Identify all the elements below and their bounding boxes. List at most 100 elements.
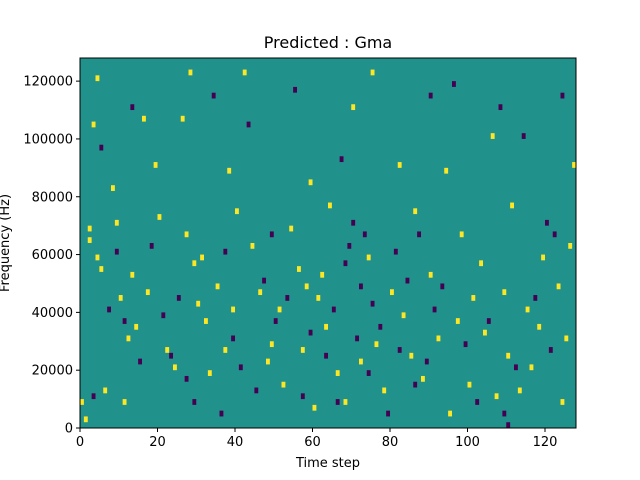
heatmap-cells	[80, 69, 577, 428]
heatmap-cell-low-17	[238, 364, 243, 371]
heatmap-cell-high-38	[266, 358, 270, 365]
heatmap-cell-low-46	[424, 358, 429, 365]
heatmap-cell-low-51	[463, 341, 468, 348]
heatmap-cell-high-57	[370, 69, 375, 76]
heatmap-cell-high-86	[556, 283, 561, 290]
heatmap-cell-low-26	[308, 329, 313, 336]
heatmap-cell-high-2	[87, 225, 92, 232]
heatmap-cell-low-8	[161, 312, 166, 319]
heatmap-cell-high-88	[564, 335, 569, 342]
heatmap-cell-high-85	[541, 254, 546, 261]
x-tick-label: 0	[76, 435, 84, 450]
heatmap-cell-high-37	[258, 289, 263, 296]
heatmap-cell-low-11	[184, 375, 189, 382]
heatmap-cell-high-11	[118, 295, 123, 301]
heatmap-cell-high-61	[397, 162, 402, 168]
x-tick-label: 40	[227, 435, 244, 450]
heatmap-cell-low-38	[370, 300, 375, 307]
heatmap-cell-high-17	[145, 289, 150, 296]
heatmap-cell-low-25	[300, 393, 305, 400]
heatmap-cell-high-5	[95, 75, 100, 82]
heatmap-cell-high-83	[529, 364, 534, 371]
heatmap-cell-high-89	[568, 243, 573, 249]
heatmap-cell-high-29	[207, 370, 212, 376]
heatmap-cell-high-52	[335, 370, 340, 376]
heatmap-cell-low-0	[91, 393, 96, 400]
heatmap-cell-high-77	[494, 393, 499, 400]
heatmap-cell-high-42	[289, 225, 294, 232]
heatmap-cell-low-20	[262, 277, 267, 284]
heatmap-cell-high-0	[80, 399, 84, 405]
heatmap-cell-high-26	[196, 300, 201, 307]
heatmap-cell-high-66	[428, 271, 433, 278]
heatmap-cell-high-60	[390, 289, 394, 296]
heatmap-cell-low-57	[514, 364, 518, 371]
heatmap-cell-low-28	[331, 306, 336, 313]
heatmap-cell-high-34	[235, 208, 239, 215]
heatmap-cell-high-18	[153, 162, 158, 168]
heatmap-cell-low-43	[405, 277, 410, 284]
heatmap-cell-high-7	[99, 266, 104, 272]
y-tick-label: 60000	[32, 248, 73, 263]
heatmap-cell-low-40	[386, 410, 391, 417]
heatmap-cell-low-60	[545, 219, 549, 226]
heatmap-cell-low-9	[169, 352, 174, 359]
heatmap-cell-low-10	[176, 295, 181, 301]
heatmap-cell-high-21	[173, 364, 177, 371]
y-tick-label: 40000	[32, 306, 73, 321]
heatmap-cell-high-10	[114, 219, 119, 226]
y-tick-label: 120000	[23, 75, 73, 90]
heatmap-cell-high-16	[142, 115, 146, 122]
heatmap-cell-high-3	[87, 237, 92, 243]
heatmap-cell-low-39	[378, 323, 383, 330]
heatmap-cell-high-20	[165, 347, 170, 353]
heatmap-cell-high-25	[192, 260, 197, 267]
heatmap-cell-low-42	[397, 347, 402, 353]
heatmap-cell-high-51	[328, 202, 332, 209]
heatmap-cell-low-47	[428, 92, 433, 99]
heatmap-cell-high-23	[184, 231, 189, 238]
heatmap-cell-low-54	[498, 104, 503, 111]
heatmap-cell-high-33	[231, 306, 236, 313]
heatmap-cell-high-81	[517, 387, 522, 394]
heatmap-cell-high-31	[223, 347, 228, 353]
heatmap-cell-low-62	[552, 231, 557, 238]
heatmap-cell-low-33	[351, 219, 356, 226]
heatmap-cell-high-82	[525, 306, 530, 313]
heatmap-plot-area	[79, 57, 577, 429]
heatmap-cell-low-41	[393, 248, 398, 255]
heatmap-cell-low-23	[285, 295, 290, 301]
heatmap-cell-low-3	[114, 248, 119, 255]
heatmap-cell-high-70	[455, 318, 460, 324]
x-tick-label: 120	[533, 435, 558, 450]
x-tick-label: 100	[455, 435, 480, 450]
heatmap-cell-high-87	[560, 399, 565, 405]
heatmap-cell-low-30	[339, 156, 344, 163]
heatmap-cell-high-36	[250, 243, 255, 249]
heatmap-cell-low-24	[293, 86, 298, 93]
heatmap-cell-high-74	[479, 260, 484, 267]
y-tick-label: 0	[65, 422, 73, 437]
heatmap-cell-high-53	[343, 399, 348, 405]
heatmap-cell-high-22	[180, 115, 185, 122]
heatmap-cell-low-31	[343, 260, 348, 267]
heatmap-cell-high-73	[471, 295, 476, 301]
heatmap-cell-high-9	[111, 185, 115, 191]
heatmap-cell-low-45	[417, 231, 422, 238]
plot-frame	[79, 57, 577, 429]
heatmap-cell-high-84	[537, 323, 542, 330]
heatmap-cell-low-27	[324, 352, 329, 359]
heatmap-cell-high-39	[269, 341, 274, 348]
heatmap-cell-high-27	[200, 254, 205, 261]
heatmap-cell-high-55	[359, 358, 363, 365]
heatmap-cell-low-53	[486, 318, 491, 324]
heatmap-cell-high-62	[401, 312, 406, 319]
heatmap-cell-low-52	[475, 399, 480, 405]
heatmap-cell-low-15	[223, 248, 228, 255]
heatmap-cell-high-75	[483, 329, 487, 336]
heatmap-cell-high-6	[95, 254, 100, 261]
heatmap-cell-high-65	[421, 375, 425, 382]
heatmap-cell-high-69	[448, 410, 453, 417]
heatmap-cell-high-15	[134, 323, 139, 330]
